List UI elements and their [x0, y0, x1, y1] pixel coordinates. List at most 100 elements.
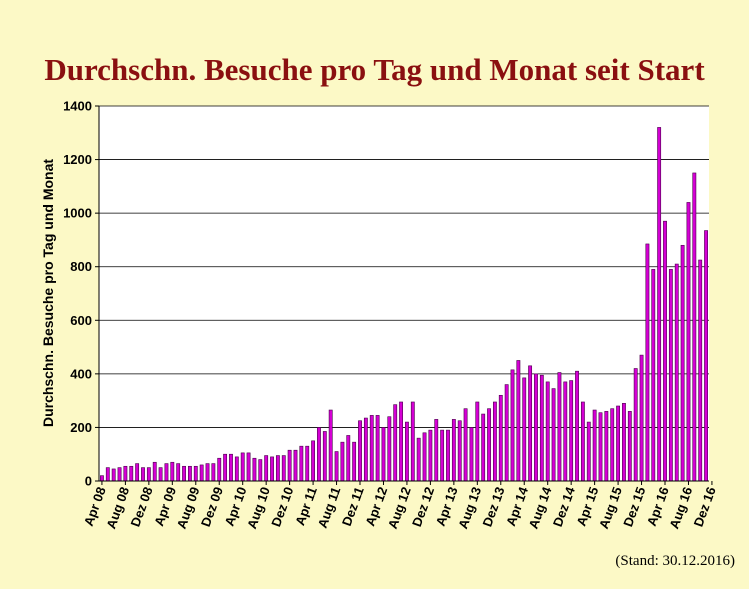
bar	[416, 437, 421, 482]
bar	[463, 408, 468, 482]
bar	[580, 401, 585, 482]
bar	[293, 449, 298, 482]
bar	[141, 467, 145, 482]
bar	[322, 431, 327, 482]
bar	[434, 419, 439, 482]
bar	[639, 354, 644, 482]
y-tick-label: 200	[70, 420, 92, 435]
bar	[188, 465, 192, 482]
bar	[627, 411, 632, 482]
bar	[704, 230, 708, 482]
bar	[410, 401, 415, 482]
bar	[534, 373, 538, 482]
bar	[469, 427, 474, 482]
bar	[539, 374, 544, 482]
bar	[117, 467, 122, 482]
bar	[152, 461, 157, 482]
bar	[674, 263, 679, 482]
y-tick-label: 400	[70, 366, 92, 381]
bar	[340, 441, 345, 482]
bar	[668, 269, 673, 482]
bar	[575, 370, 579, 482]
bar	[363, 417, 368, 482]
bar	[405, 421, 409, 482]
bar	[522, 377, 527, 482]
bar	[680, 244, 685, 482]
bar	[446, 429, 450, 482]
bar	[182, 465, 186, 482]
bar	[698, 259, 703, 482]
bar	[451, 419, 456, 482]
chart-title: Durchschn. Besuche pro Tag und Monat sei…	[44, 52, 705, 87]
bar	[146, 467, 151, 482]
bar	[399, 401, 403, 482]
bar	[164, 463, 169, 482]
bar	[158, 467, 163, 482]
bar	[252, 457, 257, 482]
bar	[592, 409, 597, 482]
bar	[176, 463, 181, 482]
bar	[663, 220, 667, 482]
bar	[100, 475, 104, 482]
bar	[586, 421, 591, 482]
bar	[381, 427, 386, 482]
y-tick-label: 1400	[63, 99, 92, 114]
y-tick-label: 0	[85, 474, 92, 489]
bar	[633, 368, 638, 482]
bar	[358, 420, 362, 482]
bar	[528, 365, 533, 482]
x-tick-label: Dez 16	[691, 485, 719, 529]
bar	[622, 403, 626, 482]
bar	[305, 445, 310, 482]
bar	[651, 269, 656, 482]
bar	[229, 453, 233, 482]
bar	[616, 405, 620, 482]
bar	[563, 381, 568, 482]
bar	[328, 409, 333, 482]
bar	[440, 429, 445, 482]
bar	[287, 449, 292, 482]
bar	[234, 456, 239, 482]
bar	[258, 459, 263, 482]
bar	[604, 411, 609, 482]
bar	[610, 408, 615, 482]
bar	[264, 455, 269, 482]
bar	[311, 440, 316, 482]
gridlines	[99, 105, 709, 428]
bar	[475, 401, 480, 482]
bar	[481, 413, 486, 482]
bar	[246, 452, 251, 482]
bar	[645, 243, 650, 482]
y-tick-label: 600	[70, 313, 92, 328]
bar	[487, 408, 491, 482]
bar	[193, 465, 198, 482]
bar	[492, 401, 497, 482]
bar	[498, 394, 503, 482]
bar	[270, 456, 274, 482]
bar	[211, 463, 216, 482]
bar	[387, 416, 392, 482]
bar	[217, 457, 222, 482]
bar	[135, 463, 140, 482]
bar	[557, 372, 562, 482]
y-axis-title: Durchschn. Besuche pro Tag und Monat	[40, 159, 56, 427]
y-axis-ticks: 0 200 400 600 800 1000 1200 1400	[63, 99, 99, 489]
footnote: (Stand: 30.12.2016)	[615, 553, 735, 569]
bar	[223, 453, 228, 482]
y-tick-label: 1000	[63, 206, 92, 221]
bar	[422, 432, 427, 482]
bar	[369, 415, 374, 482]
bar	[352, 441, 357, 482]
bar	[598, 412, 603, 482]
bar	[199, 464, 204, 482]
bar	[123, 465, 128, 482]
bar	[686, 202, 691, 482]
bar	[551, 388, 556, 482]
bar	[657, 127, 662, 482]
bar	[105, 467, 110, 482]
bar	[240, 452, 245, 482]
y-tick-label: 1200	[63, 152, 92, 167]
bar	[457, 420, 462, 482]
